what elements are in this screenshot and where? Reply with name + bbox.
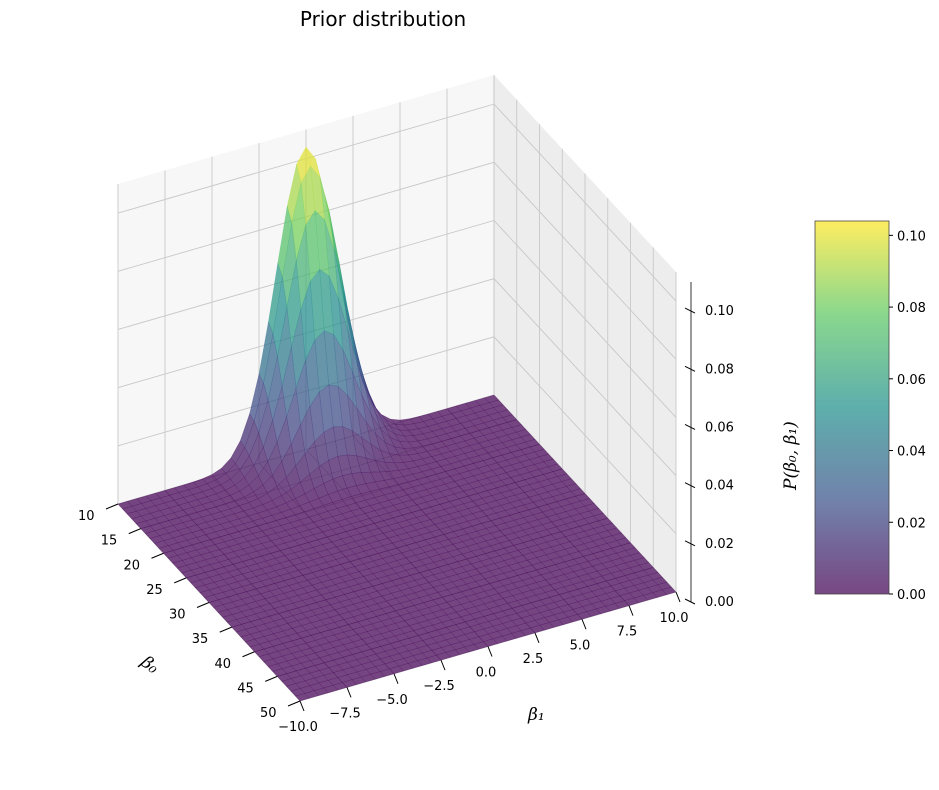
chart-title: Prior distribution (300, 7, 466, 31)
x-tick-mark (174, 577, 187, 584)
z-tick-mark (684, 307, 696, 314)
z-tick-mark (684, 365, 696, 372)
x-tick-label: 45 (237, 681, 254, 696)
y-tick-mark (675, 591, 681, 603)
x-tick-mark (105, 503, 119, 510)
y-tick-label: 7.5 (617, 625, 638, 640)
y-tick-mark (440, 659, 446, 671)
y-tick-label: 5.0 (570, 638, 591, 653)
y-tick-label: −2.5 (423, 679, 455, 694)
z-tick-label: 0.06 (705, 420, 734, 435)
y-tick-label: −7.5 (329, 706, 361, 721)
y-tick-mark (534, 632, 540, 644)
y-tick-label: 2.5 (523, 652, 544, 667)
grid-line-z (117, 219, 677, 418)
grid-line-z (117, 161, 677, 360)
z-tick-mark (684, 482, 696, 489)
colorbar: 0.00 0.02 0.04 0.06 0.08 0.10 (814, 220, 926, 603)
y-tick-label: −10.0 (278, 720, 318, 735)
z-tick-label: 0.00 (705, 595, 734, 610)
z-tick-label: 0.08 (705, 362, 734, 377)
x-axis-label: β₀ (136, 652, 162, 679)
x-tick-label: 10 (78, 509, 95, 524)
grid-line-z (117, 103, 677, 302)
grid-line-z (117, 336, 677, 535)
x-tick-mark (219, 626, 232, 633)
colorbar-tick-label: 0.08 (897, 301, 926, 316)
grid-line-z (117, 278, 677, 476)
x-tick-label: 40 (215, 657, 232, 672)
z-tick-label: 0.02 (705, 537, 734, 552)
x-tick-label: 30 (169, 608, 186, 623)
y-tick-mark (581, 619, 587, 630)
y-axis-label: β₁ (527, 705, 545, 725)
z-tick-mark (684, 540, 696, 547)
x-tick-mark (265, 675, 278, 682)
y-tick-label: 0.0 (476, 666, 497, 681)
colorbar-tick-label: 0.02 (897, 516, 926, 531)
y-tick-label: −5.0 (376, 693, 408, 708)
colorbar-tick-label: 0.00 (897, 588, 926, 603)
colorbar-tick-label: 0.04 (897, 445, 926, 460)
colorbar-tick-label: 0.06 (897, 373, 926, 388)
y-tick-mark (393, 673, 399, 684)
z-tick-label: 0.04 (705, 479, 734, 494)
x-tick-label: 25 (146, 583, 163, 598)
z-tick-mark (684, 598, 696, 605)
y-tick-mark (487, 646, 493, 657)
x-tick-label: 35 (192, 632, 209, 647)
x-tick-label: 50 (260, 706, 277, 721)
z-tick-mark (684, 424, 696, 430)
x-tick-label: 15 (101, 534, 118, 549)
x-tick-mark (242, 651, 255, 658)
colorbar-gradient (814, 220, 890, 595)
z-axis-label: P(β₀, β₁) (781, 421, 801, 491)
y-tick-mark (346, 687, 352, 698)
x-tick-mark (151, 552, 164, 559)
x-tick-label: 20 (124, 558, 141, 573)
z-tick-label: 0.10 (705, 304, 734, 319)
y-tick-mark (628, 605, 634, 616)
x-tick-mark (287, 700, 301, 707)
y-tick-label: 10.0 (660, 611, 689, 626)
surface-plot (117, 146, 677, 702)
x-tick-mark (196, 602, 210, 608)
y-tick-mark (299, 700, 305, 712)
axes-ticks: 10 15 20 25 30 35 40 45 50−10.0 −7.5 −5.0 −2.5 0.0 2.… (78, 282, 734, 735)
surface-facet (295, 693, 310, 702)
colorbar-tick-label: 0.10 (897, 229, 926, 244)
x-tick-mark (128, 528, 141, 535)
